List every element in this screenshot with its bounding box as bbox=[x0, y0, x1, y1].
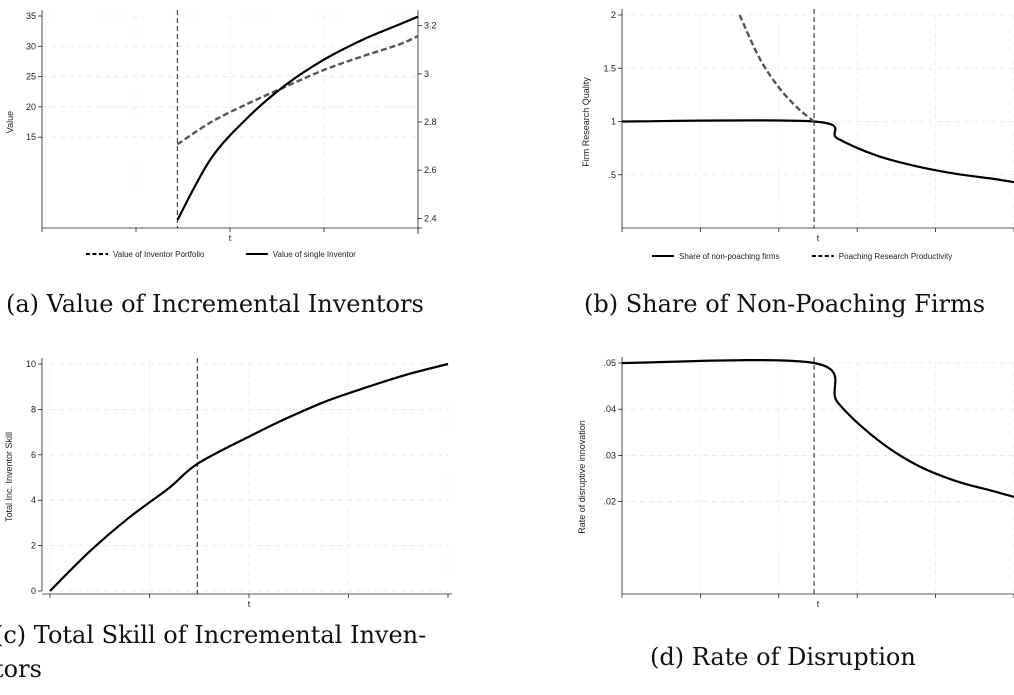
x-axis-title: t bbox=[248, 599, 251, 609]
y-axis-title: Value bbox=[5, 111, 15, 133]
chart-b-plot: .5 1 1.5 2 t Firm Research Quality Share of no… bbox=[581, 9, 1014, 261]
series-line-2 bbox=[738, 14, 815, 123]
y-axis-title: Rate of disruptive innovation bbox=[577, 420, 587, 534]
y-tick-label: 15 bbox=[26, 132, 36, 142]
caption-d: (d) Rate of Disruption bbox=[650, 643, 916, 671]
y-tick-label: 25 bbox=[26, 72, 36, 82]
legend-label-2: Value of single Inventor bbox=[273, 250, 356, 259]
y-tick-label: .5 bbox=[608, 170, 616, 180]
y-tick-label: 0 bbox=[31, 586, 36, 596]
panel-d: .02 .03 .04 .05 t Rate of disruptive innovati… bbox=[520, 345, 1014, 695]
y-tick-label: .02 bbox=[603, 497, 616, 507]
x-axis-title: t bbox=[817, 233, 820, 243]
y-right-tick-label: 2.8 bbox=[424, 117, 437, 127]
y-tick-label: 4 bbox=[31, 495, 36, 505]
x-axis-title: t bbox=[817, 599, 820, 609]
y-right-tick-label: 3.2 bbox=[424, 21, 437, 31]
legend-label-2: Poaching Research Productivity bbox=[839, 252, 952, 261]
panel-a: 15 20 25 30 35 2.4 2.6 2.8 3 3.2 t Value Value of In… bbox=[0, 0, 480, 340]
series-line-1 bbox=[49, 362, 449, 592]
caption-c-line2: tors bbox=[0, 655, 42, 683]
y-tick-label: 6 bbox=[31, 450, 36, 460]
series-line-1 bbox=[621, 119, 1014, 184]
y-right-tick-label: 2.6 bbox=[424, 165, 437, 175]
panel-c: 0 2 4 6 8 10 t Total Inc. Inventor Skill (c) To… bbox=[0, 345, 480, 695]
y-tick-label: 10 bbox=[26, 359, 36, 369]
series-line-1 bbox=[621, 359, 1014, 499]
x-axis-title: t bbox=[229, 233, 232, 243]
caption-c-line1: (c) Total Skill of Incremental Inven- bbox=[0, 621, 427, 649]
y-tick-label: .03 bbox=[603, 450, 616, 460]
chart-a-plot: 15 20 25 30 35 2.4 2.6 2.8 3 3.2 t Value Value of In… bbox=[5, 10, 437, 259]
y-tick-label: 1.5 bbox=[603, 63, 616, 73]
panel-b: .5 1 1.5 2 t Firm Research Quality Share of no… bbox=[520, 0, 1014, 340]
y-tick-label: 8 bbox=[31, 404, 36, 414]
y-tick-label: 35 bbox=[26, 11, 36, 21]
chart-c-plot: 0 2 4 6 8 10 t Total Inc. Inventor Skill bbox=[4, 358, 452, 609]
y-tick-label: 2 bbox=[611, 10, 616, 20]
series-line-2 bbox=[176, 15, 419, 221]
legend-label-1: Share of non-poaching firms bbox=[679, 252, 780, 261]
y-right-tick-label: 3 bbox=[424, 69, 429, 79]
y-tick-label: 2 bbox=[31, 541, 36, 551]
y-tick-label: 30 bbox=[26, 41, 36, 51]
y-axis-title: Firm Research Quality bbox=[581, 77, 591, 167]
y-tick-label: 1 bbox=[611, 117, 616, 127]
caption-a: (a) Value of Incremental Inventors bbox=[6, 290, 424, 318]
series-line-1 bbox=[176, 34, 419, 146]
legend-label-1: Value of Inventor Portfolio bbox=[113, 250, 205, 259]
y-tick-label: .05 bbox=[603, 358, 616, 368]
y-tick-label: 20 bbox=[26, 102, 36, 112]
y-tick-label: .04 bbox=[603, 404, 616, 414]
y-right-tick-label: 2.4 bbox=[424, 213, 437, 223]
chart-d-plot: .02 .03 .04 .05 t Rate of disruptive innovati… bbox=[577, 357, 1014, 609]
y-axis-title: Total Inc. Inventor Skill bbox=[4, 432, 14, 522]
caption-b: (b) Share of Non-Poaching Firms bbox=[584, 290, 986, 318]
